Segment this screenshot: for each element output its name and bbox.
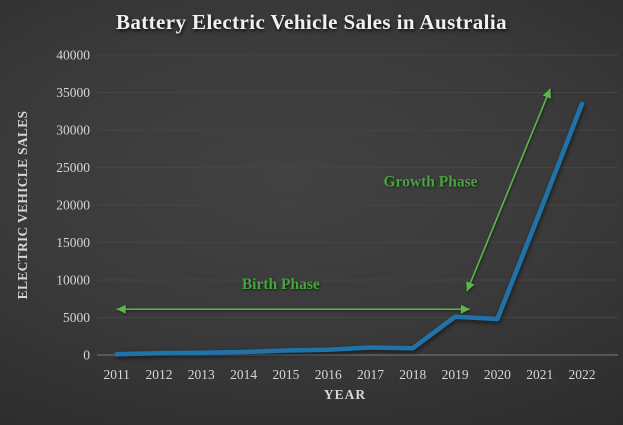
x-axis-title: YEAR [324, 387, 366, 402]
birth-phase-label: Birth Phase [242, 276, 320, 293]
y-tick-label-25000: 25000 [56, 160, 90, 175]
x-axis-tick-labels: 2011 2012 2013 2014 2015 2016 2017 2018 2019 2020… [103, 367, 595, 382]
y-tick-label-20000: 20000 [56, 198, 90, 213]
chart-title: Battery Electric Vehicle Sales in Austra… [115, 10, 508, 34]
y-axis-title: ELECTRIC VEHICLE SALES [15, 111, 30, 300]
y-tick-label-0: 0 [83, 348, 90, 363]
x-tick-label-2015: 2015 [272, 367, 299, 382]
growth-phase-arrow [466, 88, 552, 292]
y-tick-label-35000: 35000 [56, 85, 90, 100]
x-tick-label-2012: 2012 [146, 367, 173, 382]
y-tick-label-30000: 30000 [56, 123, 90, 138]
x-tick-label-2013: 2013 [188, 367, 215, 382]
y-tick-label-5000: 5000 [63, 310, 90, 325]
growth-phase-label: Growth Phase [384, 173, 478, 190]
x-tick-label-2021: 2021 [526, 367, 553, 382]
y-axis-tick-labels: 0 5000 10000 15000 20000 25000 30000 35000 40000 [56, 48, 90, 363]
series-line-battery-ev-sales [114, 101, 585, 357]
x-tick-label-2020: 2020 [484, 367, 511, 382]
data-series [114, 101, 585, 357]
x-tick-label-2018: 2018 [399, 367, 426, 382]
y-tick-label-15000: 15000 [56, 235, 90, 250]
y-tick-label-40000: 40000 [56, 48, 90, 63]
x-tick-label-2022: 2022 [569, 367, 596, 382]
x-tick-label-2011: 2011 [103, 367, 130, 382]
x-tick-label-2019: 2019 [442, 367, 469, 382]
x-tick-label-2016: 2016 [315, 367, 342, 382]
x-tick-label-2014: 2014 [230, 367, 257, 382]
y-tick-label-10000: 10000 [56, 273, 90, 288]
annotations: Birth Phase Growth Phase [116, 88, 552, 314]
x-tick-label-2017: 2017 [357, 367, 384, 382]
